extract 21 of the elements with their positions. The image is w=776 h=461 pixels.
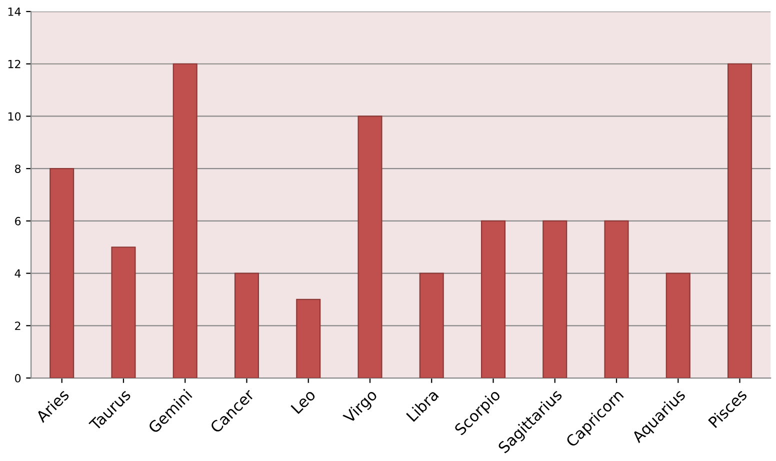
y-tick-label: 0 — [14, 374, 21, 382]
y-tick-label: 8 — [15, 164, 21, 173]
bar — [296, 298, 321, 378]
y-tick-label: 2 — [15, 322, 20, 330]
y-tick-label: 12 — [8, 60, 20, 68]
bar — [727, 63, 752, 378]
y-tick-label: 6 — [15, 216, 21, 226]
bar — [480, 220, 506, 378]
bar — [172, 63, 198, 378]
y-tick-label: 4 — [14, 269, 21, 278]
x-tick-label: Leo — [290, 388, 316, 414]
bar — [419, 272, 444, 378]
y-tick-label: 10 — [8, 112, 21, 121]
bar — [666, 272, 690, 378]
y-tick-label: 14 — [8, 8, 21, 16]
bar — [604, 220, 629, 378]
bar — [542, 220, 568, 378]
bar — [50, 168, 74, 378]
bar — [234, 272, 259, 378]
bar — [358, 116, 382, 378]
bar — [111, 246, 136, 378]
